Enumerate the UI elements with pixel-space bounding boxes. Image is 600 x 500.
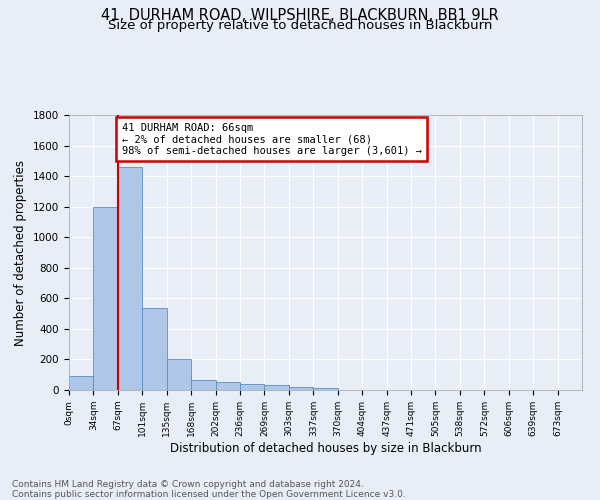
Text: 41 DURHAM ROAD: 66sqm
← 2% of detached houses are smaller (68)
98% of semi-detac: 41 DURHAM ROAD: 66sqm ← 2% of detached h…: [122, 122, 422, 156]
Bar: [215, 382, 240, 390]
X-axis label: Distribution of detached houses by size in Blackburn: Distribution of detached houses by size …: [170, 442, 481, 454]
Bar: [118, 167, 142, 390]
Text: 41, DURHAM ROAD, WILPSHIRE, BLACKBURN, BB1 9LR: 41, DURHAM ROAD, WILPSHIRE, BLACKBURN, B…: [101, 8, 499, 22]
Bar: [313, 388, 338, 390]
Text: Contains HM Land Registry data © Crown copyright and database right 2024.
Contai: Contains HM Land Registry data © Crown c…: [12, 480, 406, 499]
Bar: [240, 384, 265, 390]
Bar: [167, 358, 191, 390]
Bar: [265, 386, 289, 390]
Bar: [69, 376, 94, 390]
Bar: [94, 206, 118, 390]
Y-axis label: Number of detached properties: Number of detached properties: [14, 160, 28, 346]
Text: Size of property relative to detached houses in Blackburn: Size of property relative to detached ho…: [108, 18, 492, 32]
Bar: [289, 387, 313, 390]
Bar: [142, 308, 167, 390]
Bar: [191, 380, 215, 390]
